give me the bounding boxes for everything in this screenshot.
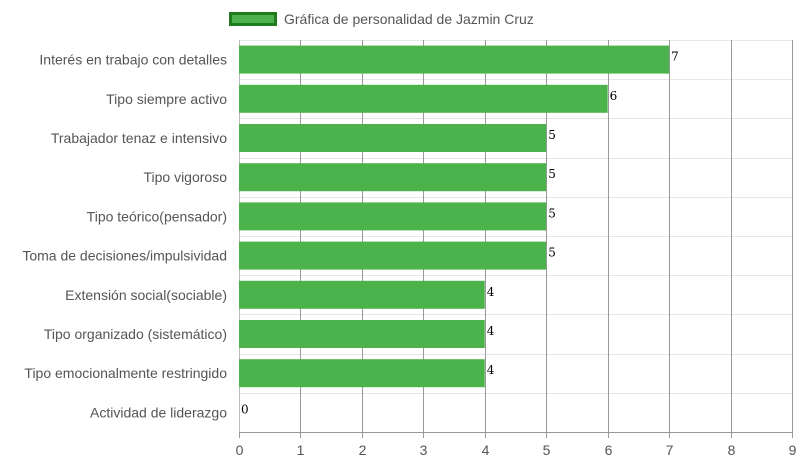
x-tick-label: 2	[359, 442, 367, 458]
data-label: 5	[548, 206, 556, 220]
data-label: 0	[241, 402, 249, 416]
bar	[239, 202, 547, 231]
data-label: 5	[548, 167, 556, 181]
data-label: 7	[671, 50, 679, 64]
x-tick-label: 3	[420, 442, 428, 458]
category-label: Extensión social(sociable)	[65, 287, 227, 303]
x-tick-label: 7	[666, 442, 674, 458]
data-label: 4	[487, 324, 495, 338]
bar	[239, 124, 547, 152]
category-label: Tipo vigoroso	[143, 169, 227, 185]
x-tick-label: 0	[236, 442, 244, 458]
data-label: 4	[487, 363, 495, 377]
category-label: Trabajador tenaz e intensivo	[51, 130, 227, 146]
bar	[239, 280, 485, 309]
bar	[239, 241, 547, 270]
x-tick-label: 6	[605, 442, 613, 458]
bar	[239, 320, 485, 348]
category-label: Tipo organizado (sistemático)	[44, 326, 227, 342]
bar	[239, 45, 670, 74]
x-tick-label: 4	[482, 442, 490, 458]
category-label: Tipo teórico(pensador)	[87, 208, 227, 224]
category-label: Tipo emocionalmente restringido	[24, 365, 227, 381]
x-tick-label: 1	[297, 442, 305, 458]
category-label: Interés en trabajo con detalles	[39, 52, 227, 68]
data-label: 5	[548, 128, 556, 142]
data-label: 5	[548, 246, 556, 260]
legend[interactable]: Gráfica de personalidad de Jazmin Cruz	[229, 9, 534, 29]
x-tick-label: 9	[789, 442, 797, 458]
bar	[239, 84, 608, 113]
data-label: 6	[610, 89, 618, 103]
legend-swatch	[229, 12, 277, 26]
bar	[239, 359, 485, 388]
bar	[239, 163, 547, 192]
legend-label: Gráfica de personalidad de Jazmin Cruz	[284, 11, 534, 27]
data-label: 4	[487, 285, 495, 299]
category-label: Tipo siempre activo	[106, 91, 227, 107]
category-label: Toma de decisiones/impulsividad	[22, 248, 227, 264]
x-tick-label: 5	[543, 442, 551, 458]
x-tick-label: 8	[728, 442, 736, 458]
category-label: Actividad de liderazgo	[90, 404, 227, 420]
